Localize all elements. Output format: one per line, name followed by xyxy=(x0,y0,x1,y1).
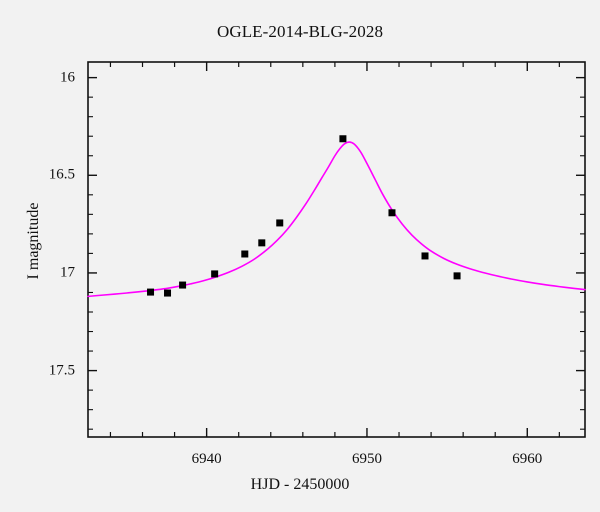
y-tick-label: 16 xyxy=(60,69,75,86)
x-tick-label: 6950 xyxy=(351,451,382,467)
data-point-marker xyxy=(258,239,266,247)
axis-ticks xyxy=(88,62,585,437)
chart-title: OGLE-2014-BLG-2028 xyxy=(216,22,384,41)
x-axis-label: HJD - 2450000 xyxy=(250,476,350,493)
data-point-marker xyxy=(147,288,155,296)
data-point-marker xyxy=(276,219,284,227)
data-point-marker xyxy=(241,250,249,258)
y-tick-label: 17 xyxy=(60,264,75,281)
data-point-marker xyxy=(339,135,347,143)
data-points xyxy=(147,135,461,297)
data-point-marker xyxy=(211,270,219,278)
data-point-marker xyxy=(421,252,429,260)
microlensing-model-curve xyxy=(87,141,586,298)
y-tick-label: 16.5 xyxy=(48,166,75,183)
data-point-marker xyxy=(388,209,396,217)
x-tick-label: 6960 xyxy=(512,451,543,467)
y-axis-label: I magnitude xyxy=(25,202,42,280)
y-tick-label: 17.5 xyxy=(48,362,75,379)
data-point-marker xyxy=(164,289,172,297)
axes-frame xyxy=(87,61,586,438)
data-point-marker xyxy=(453,272,461,280)
model-curve xyxy=(87,141,586,298)
data-point-marker xyxy=(179,281,187,289)
x-tick-label: 6940 xyxy=(191,451,222,467)
